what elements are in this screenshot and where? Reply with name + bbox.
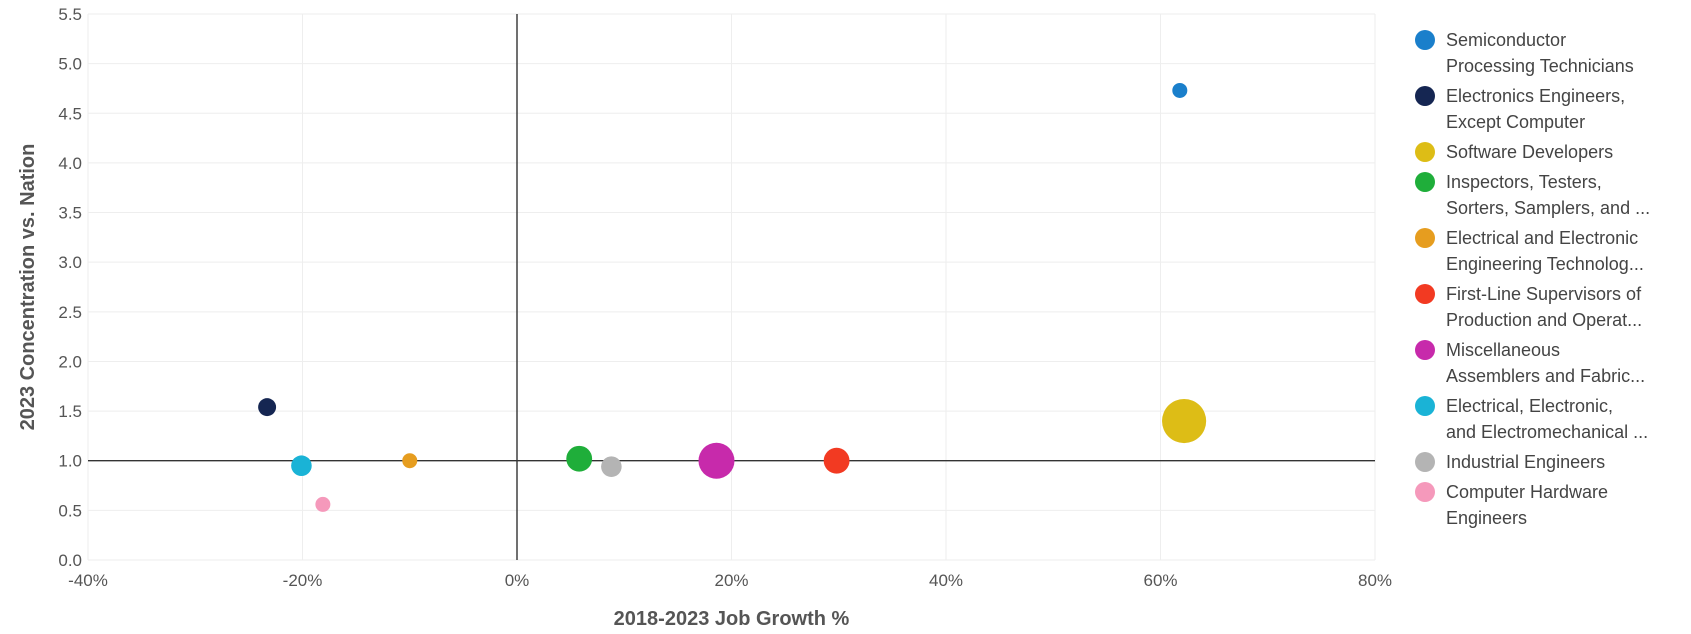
legend-label: Software Developers (1446, 142, 1613, 162)
y-tick-label: 3.0 (58, 253, 82, 272)
x-axis-title: 2018-2023 Job Growth % (614, 608, 850, 630)
y-tick-label: 2.0 (58, 352, 82, 371)
x-tick-label: 80% (1358, 571, 1392, 590)
data-point (601, 456, 622, 477)
legend-label: Inspectors, Testers, (1446, 172, 1602, 192)
legend-marker (1415, 452, 1435, 472)
x-tick-label: 60% (1143, 571, 1177, 590)
legend-marker (1415, 284, 1435, 304)
data-point (402, 453, 418, 469)
legend-marker (1415, 340, 1435, 360)
data-point (1162, 398, 1207, 444)
data-point (315, 496, 331, 512)
legend-label: Production and Operat... (1446, 310, 1642, 330)
legend-label: Assemblers and Fabric... (1446, 366, 1645, 386)
y-tick-label: 0.5 (58, 501, 82, 520)
legend-label: Miscellaneous (1446, 340, 1560, 360)
legend-label: Computer Hardware (1446, 482, 1608, 502)
x-tick-label: -20% (283, 571, 323, 590)
data-point (1172, 82, 1188, 98)
data-point (823, 447, 850, 474)
legend-marker (1415, 142, 1435, 162)
legend-marker (1415, 172, 1435, 192)
legend-label: Industrial Engineers (1446, 452, 1605, 472)
y-tick-label: 1.0 (58, 452, 82, 471)
data-point (258, 398, 277, 417)
y-tick-label: 5.5 (58, 5, 82, 24)
y-tick-label: 3.5 (58, 204, 82, 223)
y-tick-label: 0.0 (58, 551, 82, 570)
legend-marker (1415, 396, 1435, 416)
legend-marker (1415, 86, 1435, 106)
legend-marker (1415, 30, 1435, 50)
y-axis-title: 2023 Concentration vs. Nation (17, 144, 39, 431)
legend-label: Engineering Technolog... (1446, 254, 1644, 274)
legend-marker (1415, 482, 1435, 502)
data-point (698, 442, 735, 479)
legend-label: Electrical and Electronic (1446, 228, 1638, 248)
legend-label: Except Computer (1446, 112, 1585, 132)
legend-label: Engineers (1446, 508, 1527, 528)
legend-label: Semiconductor (1446, 30, 1566, 50)
x-tick-label: 40% (929, 571, 963, 590)
x-tick-label: 20% (714, 571, 748, 590)
legend-label: Sorters, Samplers, and ... (1446, 198, 1650, 218)
y-tick-label: 1.5 (58, 402, 82, 421)
y-tick-label: 4.5 (58, 104, 82, 123)
legend-marker (1415, 228, 1435, 248)
legend-label: and Electromechanical ... (1446, 422, 1648, 442)
legend-label: Electrical, Electronic, (1446, 396, 1613, 416)
y-tick-label: 2.5 (58, 303, 82, 322)
x-tick-label: -40% (68, 571, 108, 590)
legend-label: First-Line Supervisors of (1446, 284, 1642, 304)
y-tick-label: 4.0 (58, 154, 82, 173)
legend-label: Electronics Engineers, (1446, 86, 1625, 106)
y-tick-label: 5.0 (58, 55, 82, 74)
data-point (291, 455, 312, 476)
x-tick-label: 0% (505, 571, 530, 590)
legend-label: Processing Technicians (1446, 56, 1634, 76)
data-point (566, 445, 593, 472)
